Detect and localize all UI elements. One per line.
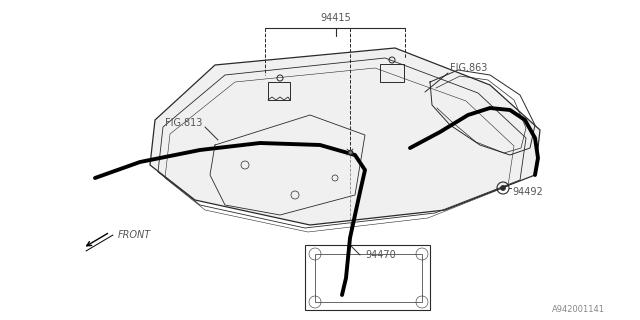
Circle shape xyxy=(500,186,506,190)
Text: FIG.863: FIG.863 xyxy=(450,63,488,73)
Text: FIG.813: FIG.813 xyxy=(165,118,202,128)
Polygon shape xyxy=(150,48,540,225)
Text: FRONT: FRONT xyxy=(118,230,151,240)
Text: 94415: 94415 xyxy=(321,13,351,23)
Text: A942001141: A942001141 xyxy=(552,306,605,315)
Text: 94492: 94492 xyxy=(512,187,543,197)
Text: 94470: 94470 xyxy=(365,250,396,260)
